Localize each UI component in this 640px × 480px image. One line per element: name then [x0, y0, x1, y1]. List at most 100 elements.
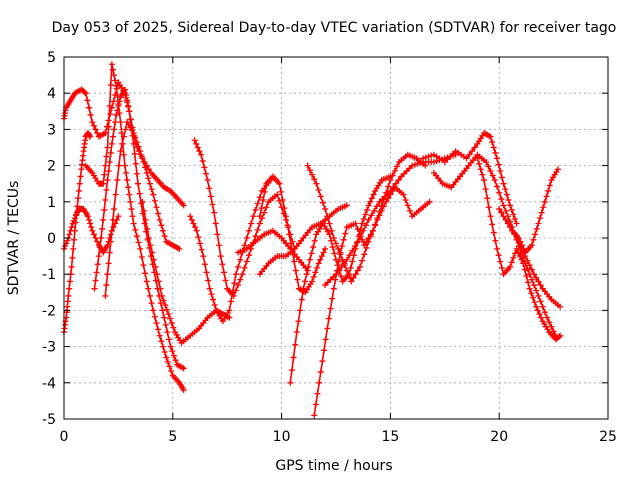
data-point [303, 271, 310, 278]
data-point [124, 97, 131, 104]
data-point [548, 323, 555, 330]
data-point [528, 266, 535, 273]
data-point [502, 207, 509, 214]
data-point [133, 170, 140, 177]
data-point [84, 97, 91, 104]
data-point [87, 111, 94, 118]
data-point [530, 236, 537, 243]
data-point [526, 285, 533, 292]
data-point [533, 274, 540, 281]
data-point [500, 213, 507, 220]
data-point [151, 197, 158, 204]
data-point [349, 247, 356, 254]
data-point [200, 253, 207, 260]
data-point [428, 152, 435, 159]
data-point [100, 216, 107, 223]
data-point [497, 168, 504, 175]
data-point [163, 306, 170, 313]
data-point [68, 263, 75, 270]
data-point [533, 225, 540, 232]
data-point [167, 343, 174, 350]
data-point [306, 167, 313, 174]
data-point [365, 216, 372, 223]
data-point [127, 198, 134, 205]
data-point [326, 220, 333, 227]
data-point [132, 134, 139, 141]
data-point [471, 144, 478, 151]
data-point [90, 122, 97, 129]
data-point [243, 235, 250, 241]
data-point [210, 296, 217, 303]
data-point [165, 311, 172, 318]
data-point [489, 221, 496, 228]
data-point [86, 104, 93, 111]
data-point [287, 379, 294, 386]
data-point [500, 180, 507, 187]
data-point [74, 203, 81, 210]
data-point [188, 216, 195, 223]
data-point [114, 107, 121, 114]
data-point [535, 292, 542, 299]
series-arc-j [235, 227, 311, 274]
data-point [507, 224, 514, 231]
data-point [148, 186, 155, 193]
data-point [317, 256, 324, 263]
data-point [124, 177, 131, 184]
data-point [110, 98, 117, 105]
data-point [241, 264, 248, 271]
data-point [528, 242, 535, 249]
data-point [102, 130, 109, 137]
data-point [383, 198, 390, 205]
data-point [161, 233, 168, 240]
data-point [508, 206, 515, 213]
data-point [203, 269, 210, 276]
data-point [294, 276, 301, 283]
data-point [104, 177, 111, 184]
data-point [261, 188, 268, 195]
data-point [342, 230, 349, 237]
data-point [165, 336, 172, 343]
data-point [276, 197, 283, 204]
data-point [106, 102, 113, 109]
data-point [254, 226, 261, 233]
data-point [447, 153, 454, 160]
data-point [229, 289, 236, 296]
data-point [516, 253, 523, 260]
data-point [517, 244, 524, 251]
data-point [328, 227, 335, 234]
data-point [111, 72, 118, 79]
data-point [235, 282, 242, 289]
data-point [260, 196, 267, 203]
data-point [86, 216, 93, 223]
data-point [556, 333, 563, 340]
data-point [400, 191, 407, 198]
data-point [346, 252, 353, 259]
data-point [337, 251, 344, 258]
data-point [116, 98, 123, 105]
data-point [515, 239, 522, 246]
data-point [537, 215, 543, 222]
data-point [313, 264, 320, 271]
data-point [286, 231, 293, 238]
data-point [222, 277, 229, 284]
data-point [256, 194, 263, 201]
data-point [150, 307, 157, 314]
data-point [87, 133, 94, 140]
data-point [545, 187, 552, 194]
data-point [364, 206, 371, 213]
data-point [112, 119, 119, 126]
data-point [138, 153, 145, 160]
data-point [554, 166, 561, 173]
data-point [145, 166, 152, 173]
data-point [150, 256, 157, 263]
data-point [477, 166, 484, 173]
data-point [494, 183, 501, 190]
data-point [276, 180, 283, 187]
y-tick-label: -5 [42, 412, 56, 428]
data-point [520, 260, 527, 267]
data-point [335, 258, 342, 265]
data-point [343, 256, 350, 263]
data-point [166, 363, 173, 370]
data-point [180, 202, 187, 209]
data-point [368, 212, 375, 219]
